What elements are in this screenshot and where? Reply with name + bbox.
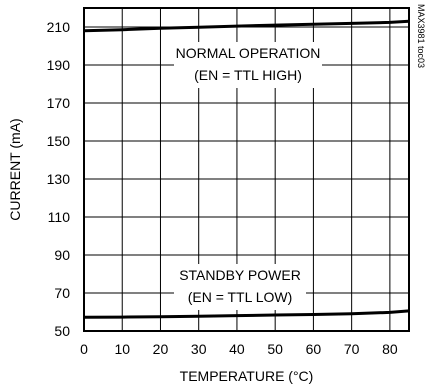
y-tick-label: 190 bbox=[47, 57, 71, 73]
x-axis-label: TEMPERATURE (°C) bbox=[180, 368, 314, 384]
y-tick-label: 90 bbox=[54, 247, 70, 263]
x-tick-label: 10 bbox=[114, 341, 130, 357]
x-tick-label: 20 bbox=[153, 341, 169, 357]
annotation-text: (EN = TTL HIGH) bbox=[194, 67, 302, 83]
x-tick-label: 60 bbox=[306, 341, 322, 357]
y-tick-label: 50 bbox=[54, 323, 70, 339]
y-tick-label: 170 bbox=[47, 95, 71, 111]
y-tick-label: 210 bbox=[47, 19, 71, 35]
y-tick-label: 110 bbox=[48, 209, 71, 225]
x-tick-label: 40 bbox=[229, 341, 245, 357]
x-tick-label: 0 bbox=[80, 341, 88, 357]
annotation-text: STANDBY POWER bbox=[179, 267, 301, 283]
plot-frame bbox=[83, 7, 410, 332]
series-layer bbox=[83, 19, 410, 319]
annotation-background bbox=[174, 264, 306, 310]
y-tick-label: 70 bbox=[54, 285, 70, 301]
annotations: NORMAL OPERATION (EN = TTL HIGH) STANDBY P… bbox=[174, 42, 322, 310]
x-tick-label: 50 bbox=[267, 341, 283, 357]
x-tick-label: 80 bbox=[382, 341, 398, 357]
annotation-text: NORMAL OPERATION bbox=[176, 45, 321, 61]
y-axis-label: CURRENT (mA) bbox=[7, 118, 23, 220]
annotation-background bbox=[174, 42, 322, 88]
x-tick-label: 30 bbox=[191, 341, 207, 357]
y-tick-labels: 50 70 90 110 130 150 170 190 210 bbox=[47, 19, 71, 339]
annotation-text: (EN = TTL LOW) bbox=[188, 289, 293, 305]
series-line-2 bbox=[83, 309, 410, 319]
y-tick-label: 150 bbox=[47, 133, 71, 149]
series-line-1 bbox=[83, 19, 410, 33]
figure-id-tag: MAX3981 toc03 bbox=[416, 4, 425, 68]
x-tick-label: 70 bbox=[344, 341, 360, 357]
x-tick-labels: 0 10 20 30 40 50 60 70 80 bbox=[80, 341, 398, 357]
y-tick-label: 130 bbox=[47, 171, 71, 187]
